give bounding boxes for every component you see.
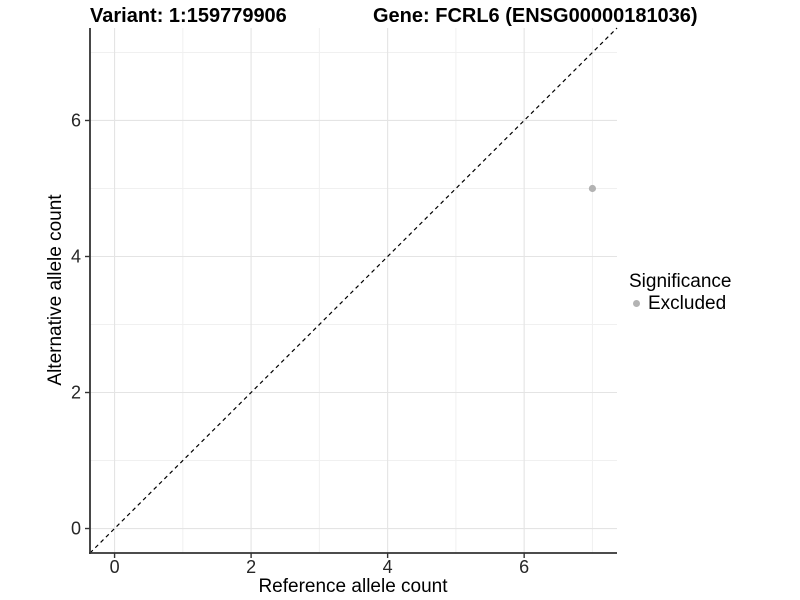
data-point	[588, 184, 597, 193]
legend-item-label: Excluded	[648, 292, 727, 314]
legend-item-excluded: Excluded	[629, 293, 731, 314]
legend-title: Significance	[629, 271, 732, 292]
x-tick-label: 4	[383, 557, 393, 577]
x-tick-label: 0	[110, 557, 120, 577]
y-tick-label: 6	[71, 110, 81, 130]
legend-key-circle-icon	[633, 300, 640, 307]
y-axis-title: Alternative allele count	[45, 194, 66, 386]
x-axis-title: Reference allele count	[258, 576, 448, 597]
plot-title-gene: Gene: FCRL6 (ENSG00000181036)	[373, 5, 698, 27]
y-tick-label: 4	[71, 246, 81, 266]
y-tick-label: 2	[71, 383, 81, 403]
x-tick-label: 2	[246, 557, 256, 577]
y-tick-label: 0	[71, 519, 81, 539]
plot-title-variant: Variant: 1:159779906	[90, 5, 287, 27]
identity-reference-line	[89, 27, 618, 554]
x-tick-label: 6	[519, 557, 529, 577]
legend: Significance Excluded	[629, 270, 731, 314]
